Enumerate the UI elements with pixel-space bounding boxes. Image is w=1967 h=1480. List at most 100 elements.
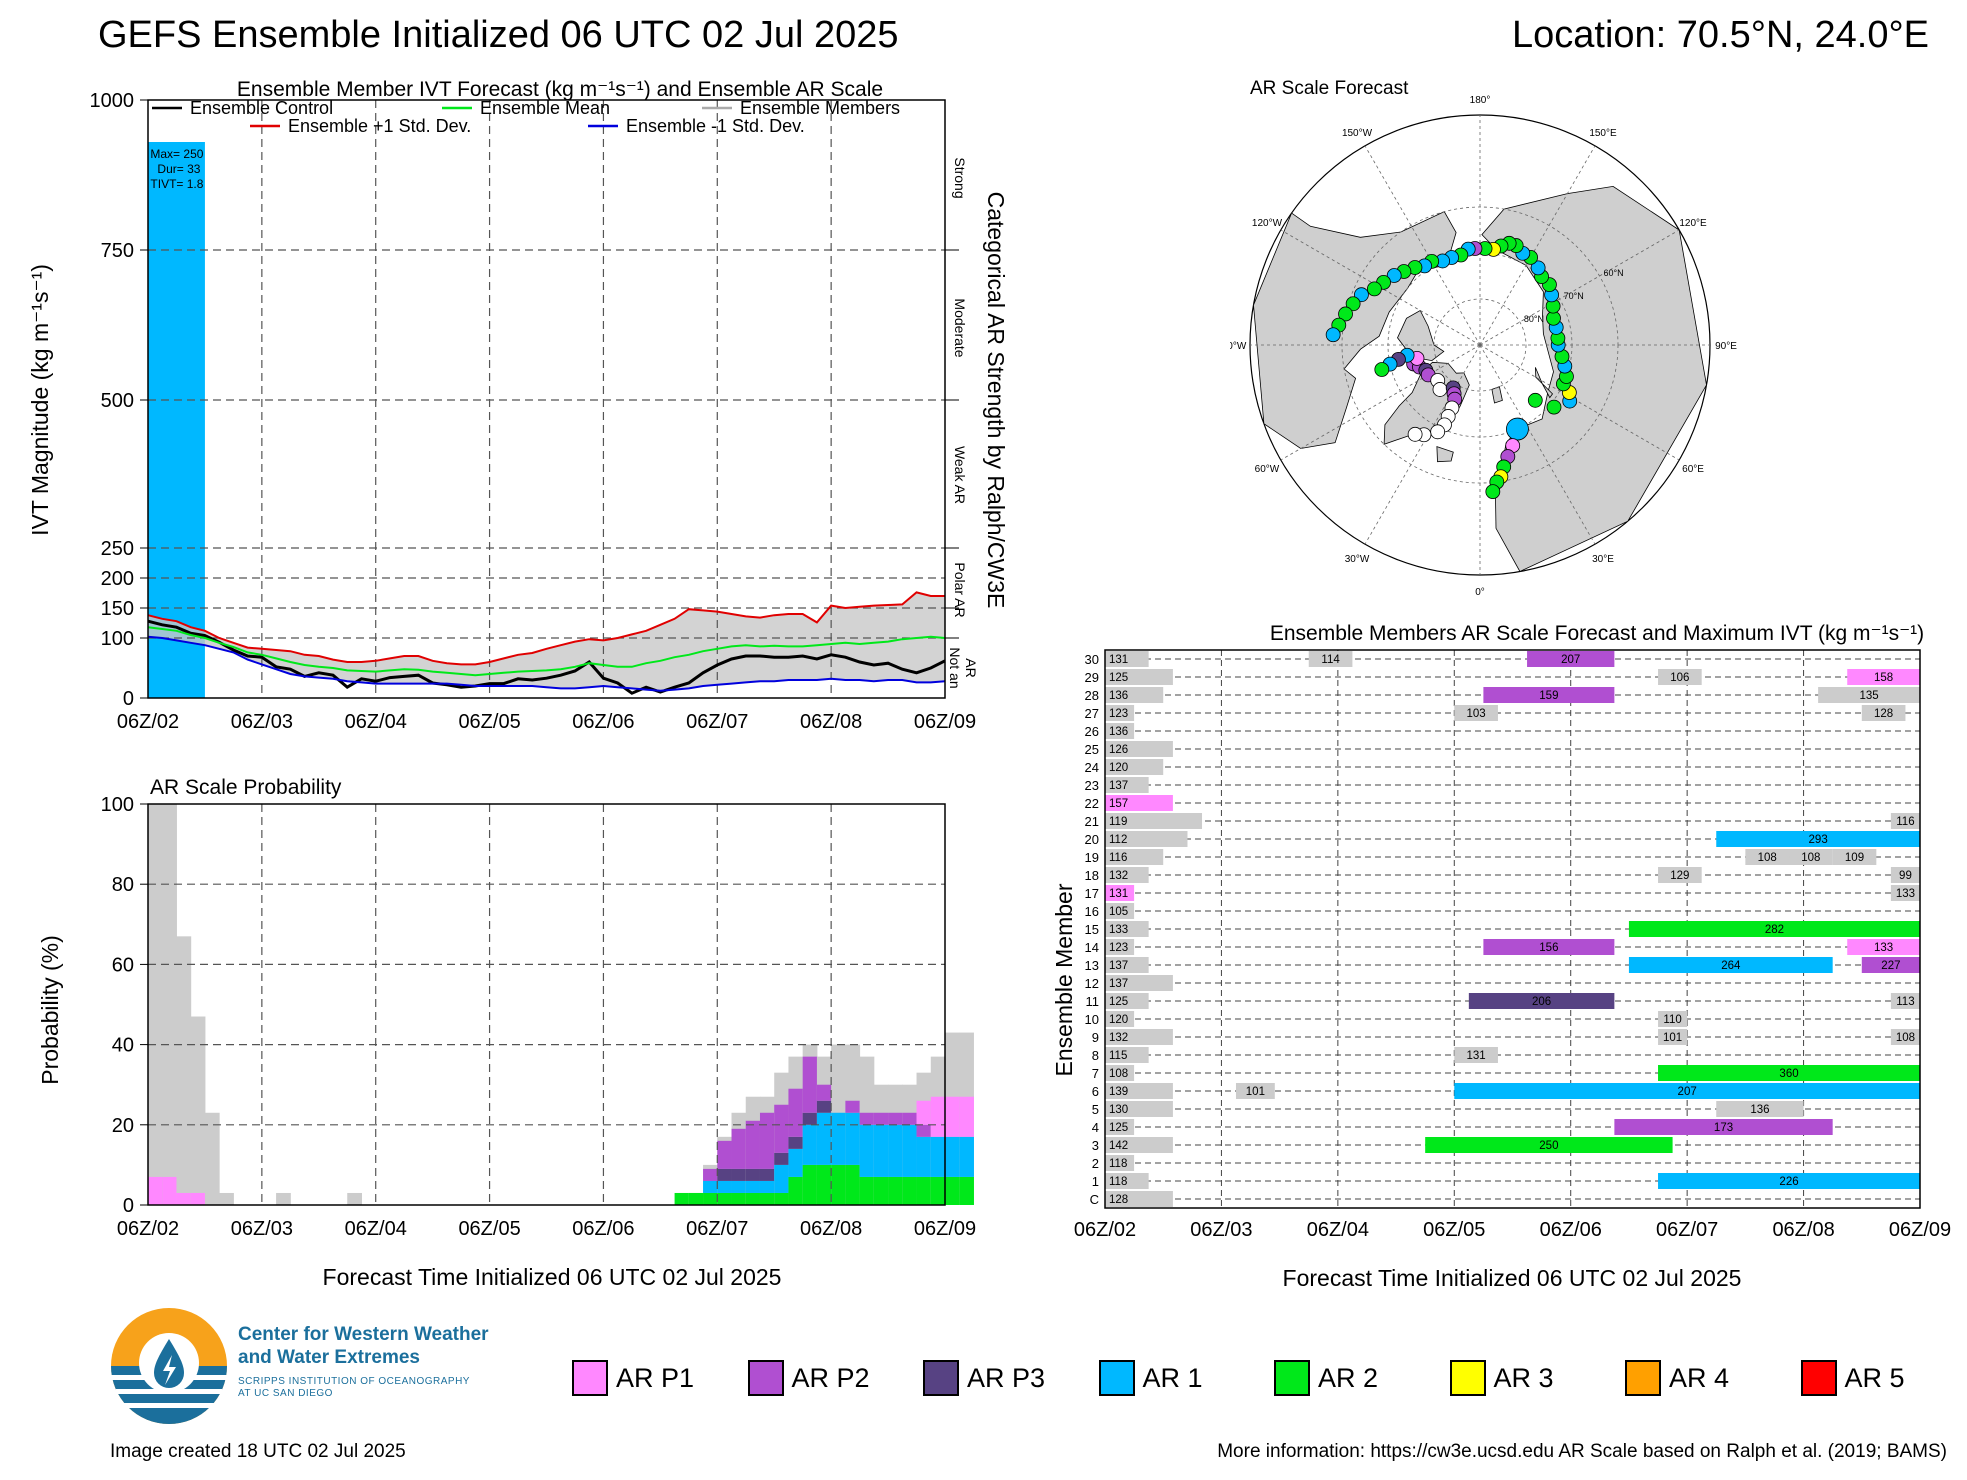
member-label: 20: [1085, 832, 1099, 847]
y-tick-label: 20: [112, 1115, 134, 1137]
probability-bar: [759, 1168, 775, 1181]
max-ivt-label: 136: [1109, 690, 1128, 702]
max-ivt-label: 108: [1801, 852, 1820, 864]
member-event-bar: [1890, 885, 1920, 901]
series-line: [147, 591, 945, 666]
member-event-bar: [1658, 1173, 1920, 1189]
max-ivt-label: 133: [1896, 888, 1915, 900]
longitude-label: 60°E: [1682, 464, 1704, 475]
member-event-bar: [1658, 669, 1702, 685]
x-tick-label: 06Z/07: [686, 711, 748, 733]
probability-bar: [788, 1148, 804, 1177]
ivt-y-axis-label: IVT Magnitude (kg m⁻¹s⁻¹): [27, 264, 53, 536]
y-tick-label: 750: [101, 240, 134, 262]
y-tick-label: 100: [101, 628, 134, 650]
member-event-bar: [1105, 741, 1173, 757]
member-event-bar: [1105, 1011, 1135, 1027]
probability-bar: [717, 1168, 733, 1181]
series-line: [147, 635, 946, 692]
max-ivt-label: 293: [1809, 834, 1828, 846]
probability-bar: [190, 1016, 206, 1205]
meridian-line: [1364, 344, 1481, 545]
map-title: AR Scale Forecast: [1250, 78, 1409, 99]
probability-bar: [731, 1168, 747, 1181]
probability-bar: [774, 1192, 789, 1205]
max-ivt-label: 119: [1109, 816, 1127, 828]
probability-bar: [945, 1176, 960, 1205]
y-tick-label: 1000: [90, 90, 135, 112]
member-event-bar: [1105, 831, 1188, 847]
track-point: [1530, 260, 1546, 276]
y-tick-label: 0: [123, 688, 134, 710]
track-point: [1366, 281, 1382, 297]
member-label: 10: [1085, 1012, 1099, 1027]
longitude-label: 30°W: [1345, 554, 1370, 565]
probability-bar: [831, 1164, 846, 1205]
member-event-bar: [1658, 1029, 1688, 1045]
member-label: 14: [1085, 940, 1099, 955]
probability-bar: [703, 1168, 718, 1181]
longitude-label: 90°E: [1715, 341, 1737, 352]
member-label: 24: [1085, 760, 1099, 775]
y-tick-label: 0: [123, 1195, 134, 1217]
member-event-bar: [1658, 867, 1702, 883]
max-ivt-label: 137: [1109, 780, 1128, 792]
probability-bar: [802, 1056, 818, 1113]
land-mass: [1535, 367, 1554, 399]
legend-item: AR P3: [923, 1358, 1045, 1398]
latitude-label: 80°N: [1524, 314, 1544, 324]
track-point: [1407, 426, 1423, 442]
category-label: Not an: [947, 647, 963, 688]
series-line: [147, 626, 946, 677]
member-event-bar: [1105, 867, 1149, 883]
probability-bar: [745, 1192, 761, 1205]
x-tick-label: 06Z/09: [914, 1218, 976, 1240]
x-tick-label: 06Z/04: [345, 711, 407, 733]
member-label: 18: [1085, 868, 1099, 883]
legend-swatch: [923, 1360, 959, 1396]
member-label: 11: [1086, 994, 1100, 1009]
probability-bar: [945, 1136, 960, 1177]
max-ivt-label: 132: [1109, 1032, 1128, 1044]
max-ivt-label: 137: [1109, 960, 1128, 972]
max-ivt-label: 108: [1758, 852, 1777, 864]
y-tick-label: 60: [112, 954, 134, 976]
probability-bar: [703, 1192, 718, 1205]
max-ivt-label: 131: [1109, 654, 1128, 666]
more-info: More information: https://cw3e.ucsd.edu …: [1217, 1441, 1947, 1462]
x-tick-label: 06Z/02: [117, 711, 179, 733]
member-event-bar: [1468, 993, 1615, 1009]
member-label: 30: [1085, 652, 1099, 667]
probability-bar: [831, 1112, 846, 1165]
meridian-line: [1479, 344, 1596, 545]
max-ivt-label: 139: [1109, 1086, 1128, 1098]
probability-bar: [788, 1176, 804, 1205]
probability-bar: [959, 1136, 974, 1177]
member-label: 27: [1085, 706, 1099, 721]
members-chart: Ensemble Members AR Scale Forecast and M…: [1051, 622, 1951, 1291]
track-point: [1485, 484, 1501, 500]
member-event-bar: [1105, 1119, 1135, 1135]
x-tick-label: 06Z/09: [914, 711, 976, 733]
max-ivt-label: 226: [1779, 1176, 1798, 1188]
legend-swatch: [1625, 1360, 1661, 1396]
legend-swatch: [572, 1360, 608, 1396]
probability-bar: [717, 1140, 733, 1169]
probability-bar: [788, 1136, 804, 1149]
probability-bar: [959, 1096, 974, 1137]
max-ivt-label: 360: [1779, 1068, 1798, 1080]
track-point: [1546, 399, 1562, 415]
member-label: 21: [1085, 814, 1099, 829]
probability-bar: [219, 1192, 234, 1205]
max-ivt-label: 113: [1896, 996, 1914, 1008]
max-ivt-label: 118: [1109, 1158, 1127, 1170]
category-label: Moderate: [952, 298, 968, 357]
probability-bar: [745, 1168, 761, 1181]
max-ivt-label: 114: [1321, 654, 1340, 666]
probability-bar: [347, 1192, 362, 1205]
member-label: 7: [1092, 1066, 1099, 1081]
x-tick-label: 06Z/09: [1889, 1219, 1951, 1241]
probability-bar: [774, 1152, 789, 1165]
max-ivt-label: 120: [1109, 762, 1128, 774]
max-ivt-label: 105: [1109, 906, 1128, 918]
